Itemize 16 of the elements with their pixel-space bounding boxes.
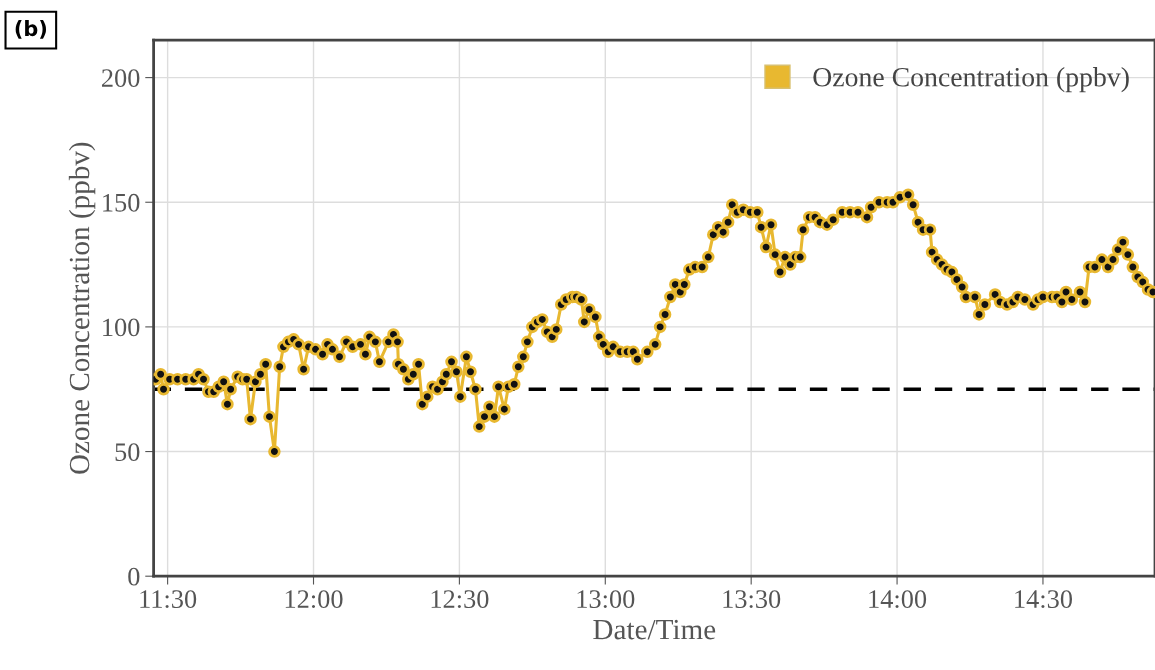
y-tick-label: 50 [115,443,140,461]
x-tick-label: 12:30 [431,590,489,609]
x-axis-title: Date/Time [593,619,716,640]
x-tick-label: 11:30 [140,590,197,609]
x-tick-label: 14:30 [1015,590,1073,609]
x-tick-label: 13:30 [723,590,781,609]
x-tick-label: 14:00 [869,590,927,609]
text: (b) [15,20,47,39]
y-tick-label: 150 [103,193,140,212]
y-tick-label: 200 [102,69,140,88]
x-tick-label: 12:00 [285,590,343,609]
y-tick-label: 100 [103,318,140,337]
y-tick-label: 0 [128,567,140,586]
y-axis-title: Ozone Concentration (ppbv) [68,142,96,474]
x-tick-label: 13:00 [577,590,635,609]
legend-label: Ozone Concentration (ppbv) [813,67,1129,93]
